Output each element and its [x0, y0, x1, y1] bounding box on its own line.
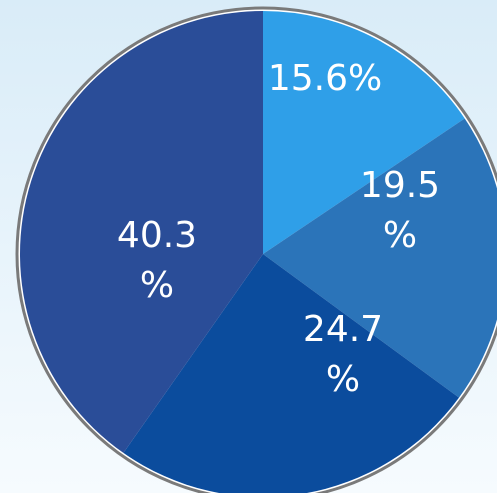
pie-slice-label-line: 15.6%: [268, 58, 382, 99]
pie-slice-label-4: 40.3%: [117, 215, 197, 306]
pie-slice-label-line: 24.7: [303, 309, 383, 350]
pie-slice-1: [263, 11, 465, 254]
pie-slice-label-line: 19.5: [360, 165, 440, 206]
pie-labels: 15.6%19.5 %24.7 %40.3%: [117, 58, 440, 400]
pie-slice-label-1: 15.6%: [268, 58, 382, 99]
pie-slice-label-2: 19.5%: [360, 165, 440, 256]
pie-slice-3: [123, 254, 460, 493]
pie-slice-2: [263, 118, 497, 398]
pie-slice-label-line: 40.3: [117, 215, 197, 256]
pie-slice-label-3: 24.7%: [303, 309, 383, 400]
pie-slice-label-line: %: [140, 265, 174, 306]
pie-slice-label-line: %: [326, 359, 360, 400]
pie-slice-4: [19, 11, 263, 453]
pie-slice-label-line: %: [383, 215, 417, 256]
pie-slices: [19, 11, 497, 493]
